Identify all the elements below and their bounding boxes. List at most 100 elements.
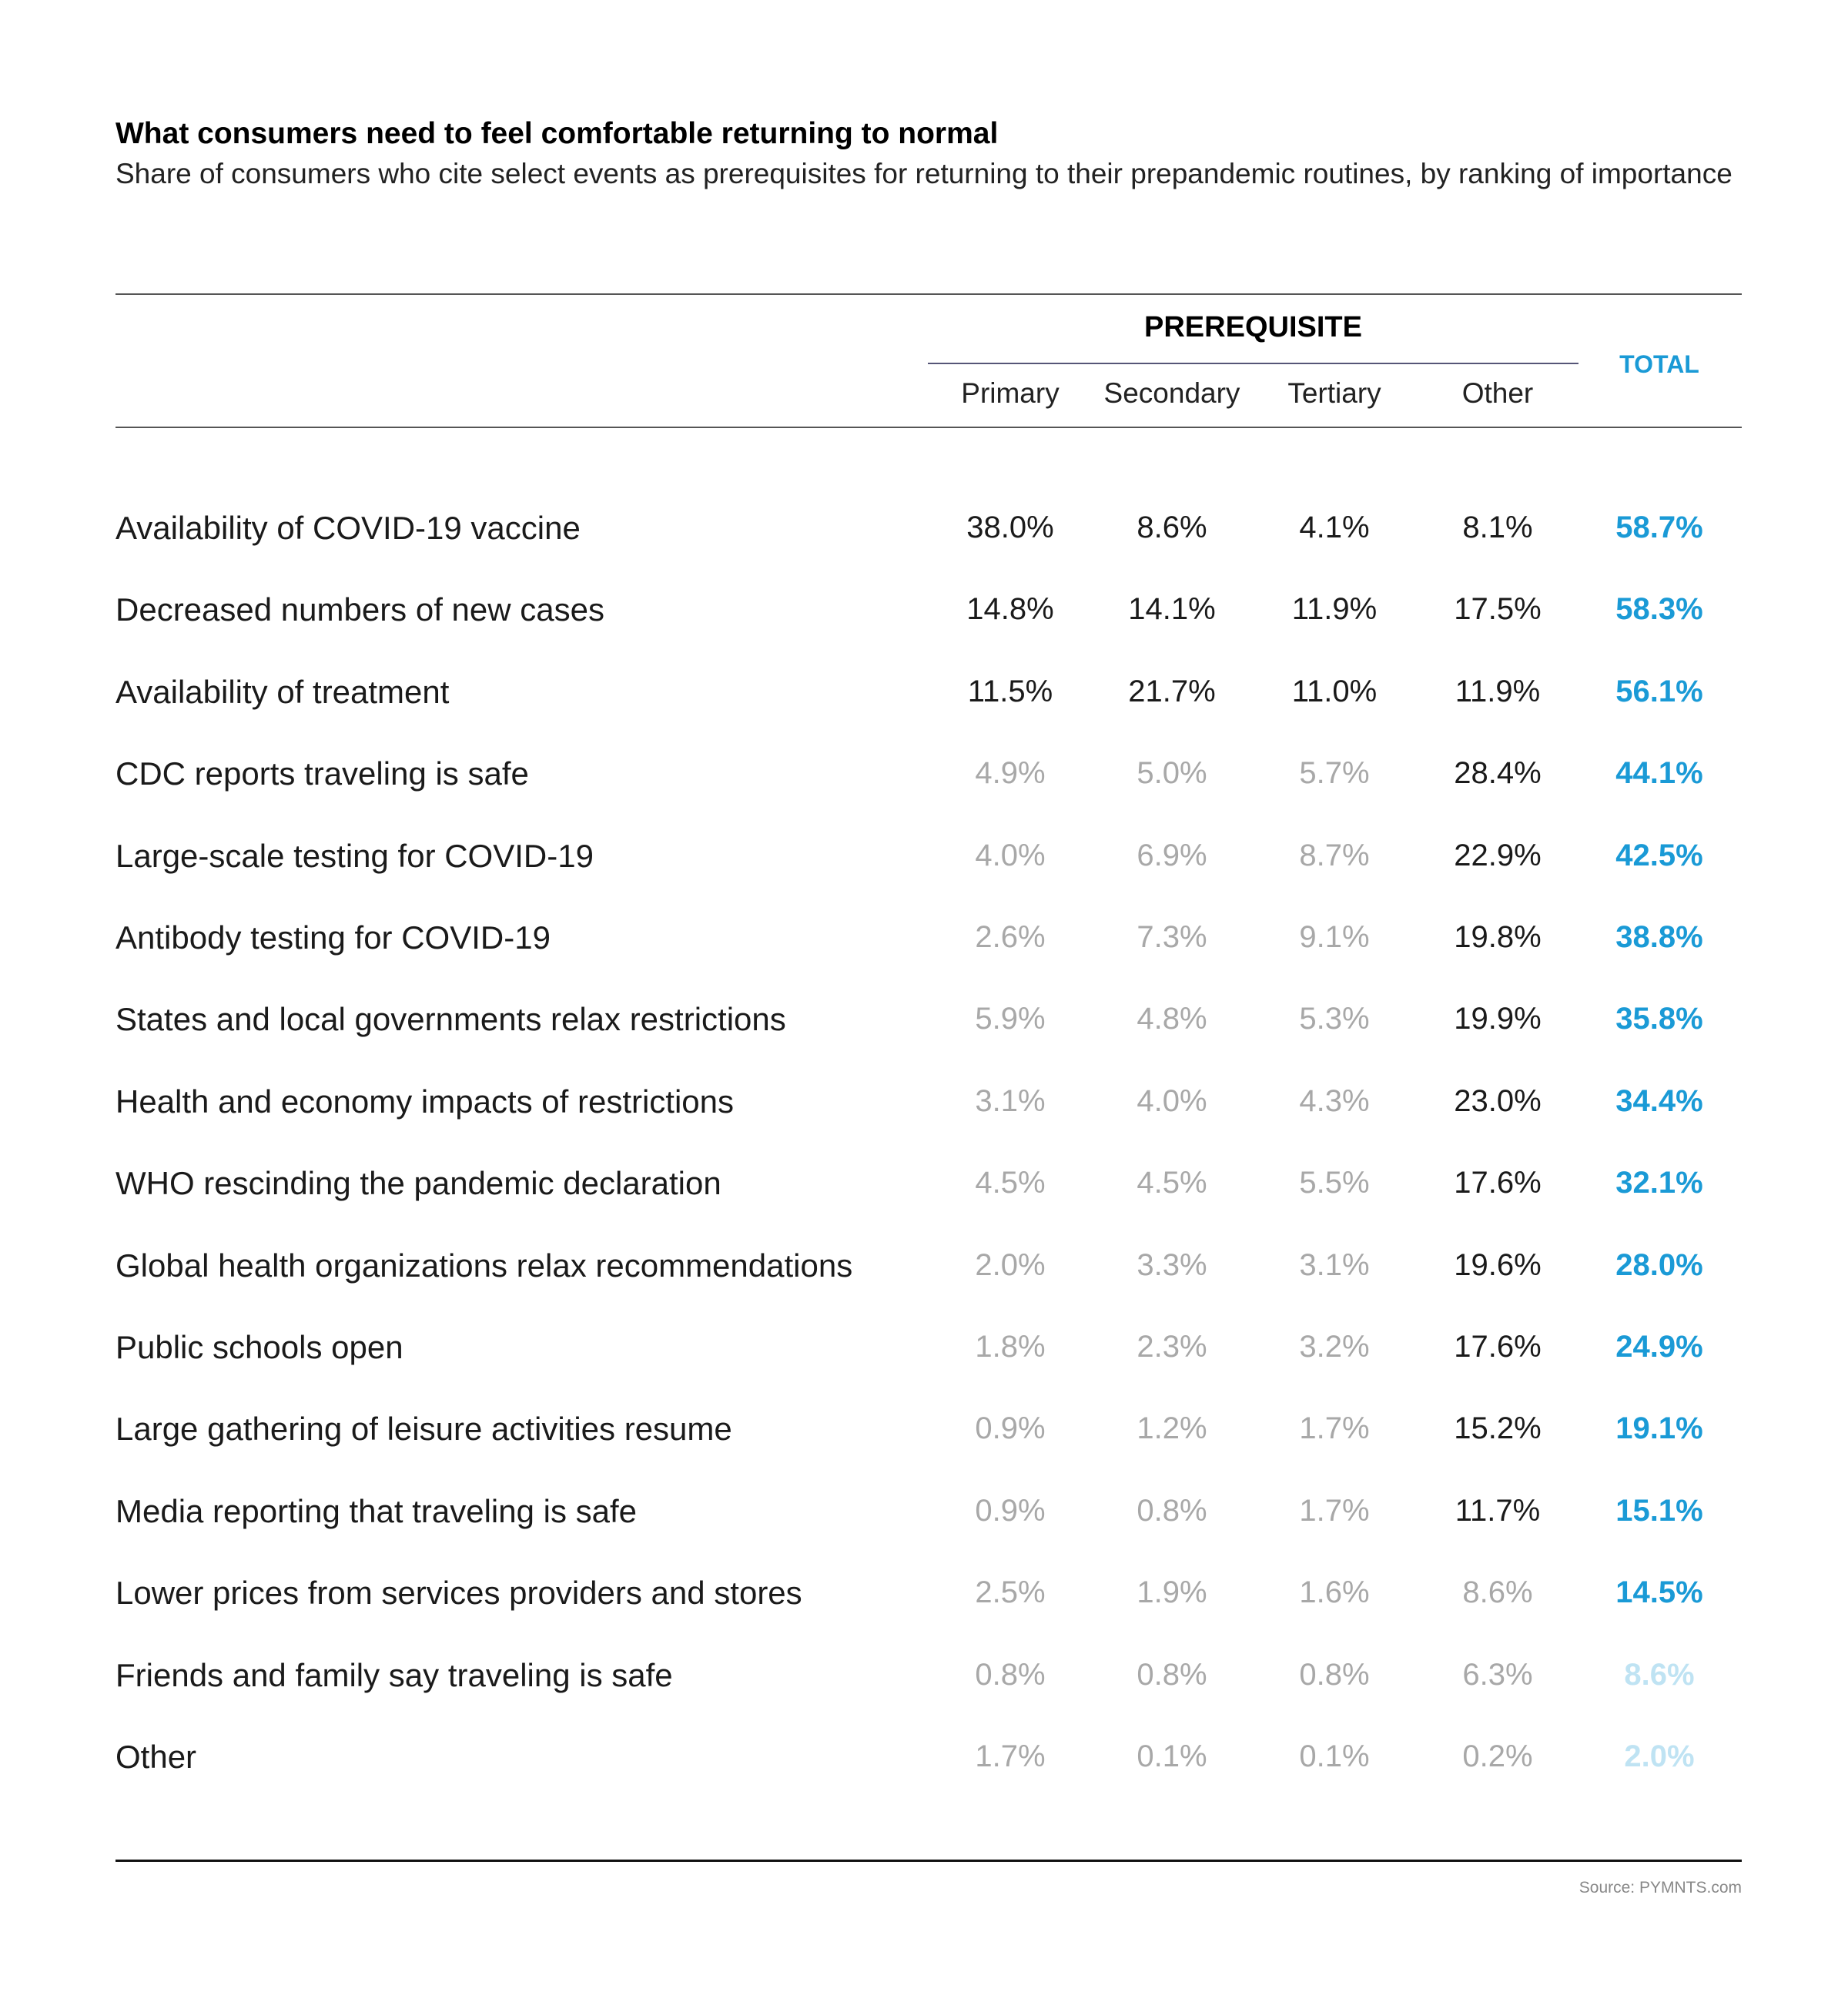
table-cell-total: 34.4% bbox=[1615, 1083, 1703, 1118]
row-label: Availability of COVID-19 vaccine bbox=[116, 510, 581, 546]
table-cell-tertiary: 1.7% bbox=[1299, 1493, 1370, 1528]
row-label: Large-scale testing for COVID-19 bbox=[116, 837, 594, 874]
table-cell-tertiary: 5.3% bbox=[1299, 1002, 1370, 1036]
row-label: States and local governments relax restr… bbox=[116, 1001, 786, 1038]
row-label: WHO rescinding the pandemic declaration bbox=[116, 1165, 721, 1202]
table-cell-tertiary: 5.5% bbox=[1299, 1166, 1370, 1200]
column-header-total: TOTAL bbox=[1619, 350, 1699, 378]
table-cell-secondary: 0.8% bbox=[1137, 1493, 1207, 1528]
table-cell-other: 22.9% bbox=[1454, 838, 1542, 872]
table-cell-secondary: 6.9% bbox=[1137, 838, 1207, 872]
table-cell-primary: 0.9% bbox=[975, 1493, 1046, 1528]
table-cell-other: 28.4% bbox=[1454, 756, 1542, 791]
table-cell-primary: 2.6% bbox=[975, 920, 1046, 954]
column-header-other: Other bbox=[1461, 377, 1534, 409]
column-header-primary: Primary bbox=[961, 377, 1060, 409]
column-header-tertiary: Tertiary bbox=[1287, 377, 1381, 409]
table-cell-total: 32.1% bbox=[1615, 1166, 1703, 1200]
table-cell-total: 42.5% bbox=[1615, 838, 1703, 872]
table-cell-tertiary: 0.1% bbox=[1299, 1739, 1370, 1773]
bottom-rule bbox=[116, 1860, 1742, 1862]
table-cell-primary: 38.0% bbox=[966, 511, 1054, 544]
table-cell-tertiary: 11.0% bbox=[1291, 674, 1378, 708]
row-label: Lower prices from services providers and… bbox=[116, 1575, 802, 1612]
table-cell-primary: 3.1% bbox=[975, 1083, 1046, 1118]
group-header-prerequisite: PREREQUISITE bbox=[1144, 311, 1362, 343]
table-cell-total: 38.8% bbox=[1615, 920, 1703, 954]
group-header-underline bbox=[928, 363, 1578, 364]
table-cell-primary: 0.9% bbox=[975, 1411, 1046, 1446]
table-cell-total: 15.1% bbox=[1615, 1493, 1703, 1528]
table-cell-secondary: 1.9% bbox=[1137, 1575, 1207, 1610]
table-cell-secondary: 14.1% bbox=[1128, 592, 1216, 627]
table-cell-total: 58.3% bbox=[1615, 592, 1703, 627]
table-cell-total: 19.1% bbox=[1615, 1411, 1703, 1446]
table-cell-total: 14.5% bbox=[1615, 1575, 1703, 1610]
table-cell-tertiary: 11.9% bbox=[1291, 592, 1378, 627]
table-cell-other: 17.6% bbox=[1454, 1330, 1542, 1364]
table-cell-other: 11.7% bbox=[1455, 1493, 1541, 1528]
column-header-secondary: Secondary bbox=[1103, 377, 1240, 409]
table-cell-total: 44.1% bbox=[1615, 756, 1703, 791]
table-cell-secondary: 1.2% bbox=[1137, 1411, 1207, 1446]
table-cell-total: 2.0% bbox=[1624, 1739, 1695, 1773]
table-cell-secondary: 7.3% bbox=[1137, 920, 1207, 954]
row-label: Friends and family say traveling is safe bbox=[116, 1656, 673, 1693]
table-cell-secondary: 4.8% bbox=[1137, 1002, 1207, 1036]
row-label: Health and economy impacts of restrictio… bbox=[116, 1083, 735, 1120]
table-cell-tertiary: 9.1% bbox=[1299, 920, 1370, 954]
row-label: Other bbox=[116, 1739, 197, 1775]
table-cell-tertiary: 4.1% bbox=[1299, 511, 1370, 544]
table-cell-primary: 1.8% bbox=[975, 1330, 1046, 1364]
row-label: Antibody testing for COVID-19 bbox=[116, 919, 551, 956]
table-cell-other: 19.9% bbox=[1454, 1002, 1542, 1036]
table-cell-other: 15.2% bbox=[1454, 1411, 1542, 1446]
table-cell-secondary: 0.8% bbox=[1137, 1657, 1207, 1692]
table-cell-secondary: 5.0% bbox=[1137, 756, 1207, 791]
source-note: Source: PYMNTS.com bbox=[1578, 1879, 1742, 1897]
table-cell-tertiary: 1.7% bbox=[1299, 1411, 1370, 1446]
table-cell-tertiary: 5.7% bbox=[1299, 756, 1370, 791]
table-cell-tertiary: 1.6% bbox=[1299, 1575, 1370, 1610]
table-cell-primary: 2.5% bbox=[975, 1575, 1046, 1610]
row-label: Large gathering of leisure activities re… bbox=[116, 1411, 732, 1448]
chart-title: What consumers need to feel comfortable … bbox=[116, 117, 999, 150]
row-label: Public schools open bbox=[116, 1329, 403, 1365]
table-cell-other: 8.6% bbox=[1462, 1575, 1533, 1610]
table-cell-tertiary: 3.2% bbox=[1299, 1330, 1370, 1364]
table-cell-other: 17.5% bbox=[1454, 592, 1542, 627]
table-cell-secondary: 3.3% bbox=[1137, 1247, 1207, 1282]
table-cell-other: 6.3% bbox=[1462, 1657, 1533, 1692]
row-label: Availability of treatment bbox=[116, 673, 450, 710]
table-cell-other: 23.0% bbox=[1454, 1083, 1542, 1118]
row-label: Decreased numbers of new cases bbox=[116, 591, 604, 628]
table-cell-other: 0.2% bbox=[1462, 1739, 1533, 1773]
table-cell-primary: 4.0% bbox=[975, 838, 1046, 872]
table-cell-secondary: 4.0% bbox=[1137, 1083, 1207, 1118]
row-label: CDC reports traveling is safe bbox=[116, 755, 529, 792]
table-cell-secondary: 2.3% bbox=[1137, 1330, 1207, 1364]
table-cell-secondary: 4.5% bbox=[1137, 1166, 1207, 1200]
table-cell-other: 11.9% bbox=[1455, 674, 1541, 708]
table-cell-primary: 1.7% bbox=[975, 1739, 1046, 1773]
table-cell-other: 19.6% bbox=[1454, 1247, 1542, 1282]
table-cell-primary: 14.8% bbox=[966, 592, 1054, 627]
header-rule bbox=[116, 427, 1742, 428]
row-label: Global health organizations relax recomm… bbox=[116, 1247, 853, 1284]
table-cell-secondary: 21.7% bbox=[1128, 674, 1216, 708]
table-cell-primary: 4.9% bbox=[975, 756, 1046, 791]
table-cell-secondary: 8.6% bbox=[1137, 511, 1207, 544]
table-cell-total: 56.1% bbox=[1615, 674, 1703, 708]
table-cell-total: 58.7% bbox=[1615, 511, 1703, 544]
table-cell-primary: 11.5% bbox=[967, 674, 1053, 708]
table-cell-total: 28.0% bbox=[1615, 1247, 1703, 1282]
table-cell-primary: 0.8% bbox=[975, 1657, 1046, 1692]
table-cell-primary: 5.9% bbox=[975, 1002, 1046, 1036]
table-cell-tertiary: 3.1% bbox=[1299, 1247, 1370, 1282]
table-cell-primary: 2.0% bbox=[975, 1247, 1046, 1282]
table-cell-other: 17.6% bbox=[1454, 1166, 1542, 1200]
table-cell-primary: 4.5% bbox=[975, 1166, 1046, 1200]
table-cell-total: 35.8% bbox=[1615, 1002, 1703, 1036]
row-label: Media reporting that traveling is safe bbox=[116, 1492, 638, 1529]
table-cell-secondary: 0.1% bbox=[1137, 1739, 1207, 1773]
